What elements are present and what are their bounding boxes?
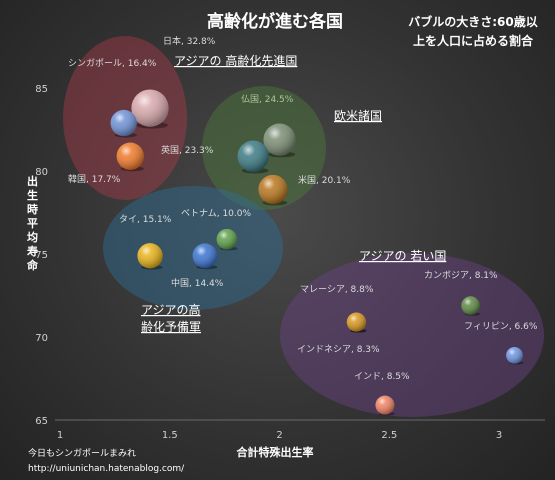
- bubble-size-note-line-2: 上を人口に占める割合: [413, 33, 534, 48]
- bubble-label-6: 米国, 20.1%: [298, 174, 351, 186]
- y-axis-label: 出生時平均寿命: [26, 174, 39, 272]
- x-tick-label: 1.5: [162, 430, 178, 441]
- bubble-size-note-line-1: バブルの大きさ:60歳以: [408, 14, 538, 29]
- y-tick-label: 85: [35, 84, 48, 95]
- bubbles: [110, 89, 524, 416]
- x-tick-label: 2: [276, 430, 282, 441]
- bubble-13: [347, 312, 367, 333]
- y-axis-ticks: 65 70 75 80 85: [35, 84, 48, 427]
- bubble-label-4: 仏国, 24.5%: [241, 94, 294, 105]
- bubble-labels: 日本, 32.8% シンガポール, 16.4% 韓国, 17.7% 仏国, 24.5%…: [68, 35, 538, 382]
- bubble-label-3: 韓国, 17.7%: [68, 174, 121, 185]
- bubble-12: [506, 346, 524, 365]
- bubble-label-10: カンボジア, 8.1%: [424, 270, 498, 281]
- x-tick-label: 3: [496, 430, 502, 441]
- bubble-label-8: ベトナム, 10.0%: [181, 208, 251, 219]
- group-label-1-line-1: アジアの 高齢化先進国: [174, 53, 297, 68]
- chart-title: 高齢化が進む各国: [207, 11, 343, 32]
- x-tick-label: 2.5: [381, 430, 397, 441]
- bubble-4: [263, 123, 296, 158]
- bubble-label-14: インド, 8.5%: [354, 372, 410, 382]
- credit-blog-url: http://uniunichan.hatenablog.com/: [28, 464, 185, 474]
- bubble-8: [216, 228, 238, 251]
- x-axis-ticks: 1 1.5 2 2.5 3: [57, 430, 502, 441]
- x-tick-label: 1: [57, 430, 63, 441]
- group-label-4-line-1: アジアの 若い国: [359, 249, 446, 263]
- bubble-label-11: マレーシア, 8.8%: [300, 285, 374, 295]
- bubble-1: [131, 89, 169, 129]
- group-regions: [63, 36, 544, 417]
- bubble-label-12: フィリピン, 6.6%: [464, 321, 538, 332]
- bubble-5: [237, 140, 269, 174]
- group-region-4: [280, 253, 544, 417]
- bubble-2: [110, 109, 137, 138]
- group-label-2-line-1: 欧米諸国: [334, 108, 382, 123]
- bubble-10: [461, 296, 481, 316]
- bubble-label-9: 中国, 14.4%: [171, 277, 224, 289]
- bubble-label-7: タイ, 15.1%: [119, 214, 172, 225]
- bubble-6: [258, 174, 288, 206]
- y-tick-label: 70: [35, 333, 48, 344]
- bubble-label-5: 英国, 23.3%: [161, 144, 214, 156]
- group-label-3-line-1: アジアの高: [141, 302, 201, 317]
- bubble-label-2: シンガポール, 16.4%: [68, 58, 157, 69]
- bubble-14: [375, 395, 395, 416]
- y-tick-label: 80: [35, 167, 48, 178]
- bubble-3: [116, 142, 144, 172]
- y-tick-label: 75: [35, 250, 48, 261]
- bubble-label-1: 日本, 32.8%: [163, 35, 216, 47]
- credit-blog-name: 今日もシンガポールまみれ: [28, 447, 136, 459]
- x-axis-label: 合計特殊出生率: [237, 445, 314, 459]
- bubble-7: [137, 243, 163, 270]
- group-region-3: [103, 186, 283, 310]
- bubble-9: [192, 243, 218, 270]
- bubble-label-13: インドネシア, 8.3%: [297, 344, 380, 355]
- group-label-3-line-2: 齢化予備軍: [141, 319, 201, 334]
- y-tick-label: 65: [35, 416, 48, 427]
